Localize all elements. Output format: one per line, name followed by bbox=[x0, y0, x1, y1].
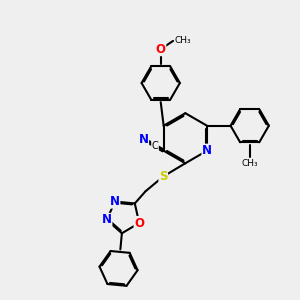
Text: O: O bbox=[134, 217, 144, 230]
Text: N: N bbox=[202, 144, 212, 157]
Text: CH₃: CH₃ bbox=[242, 159, 258, 168]
Text: C: C bbox=[152, 141, 158, 151]
Text: N: N bbox=[139, 133, 148, 146]
Text: CH₃: CH₃ bbox=[175, 36, 191, 45]
Text: N: N bbox=[102, 214, 112, 226]
Text: S: S bbox=[159, 170, 167, 183]
Text: O: O bbox=[156, 43, 166, 56]
Text: N: N bbox=[110, 195, 120, 208]
